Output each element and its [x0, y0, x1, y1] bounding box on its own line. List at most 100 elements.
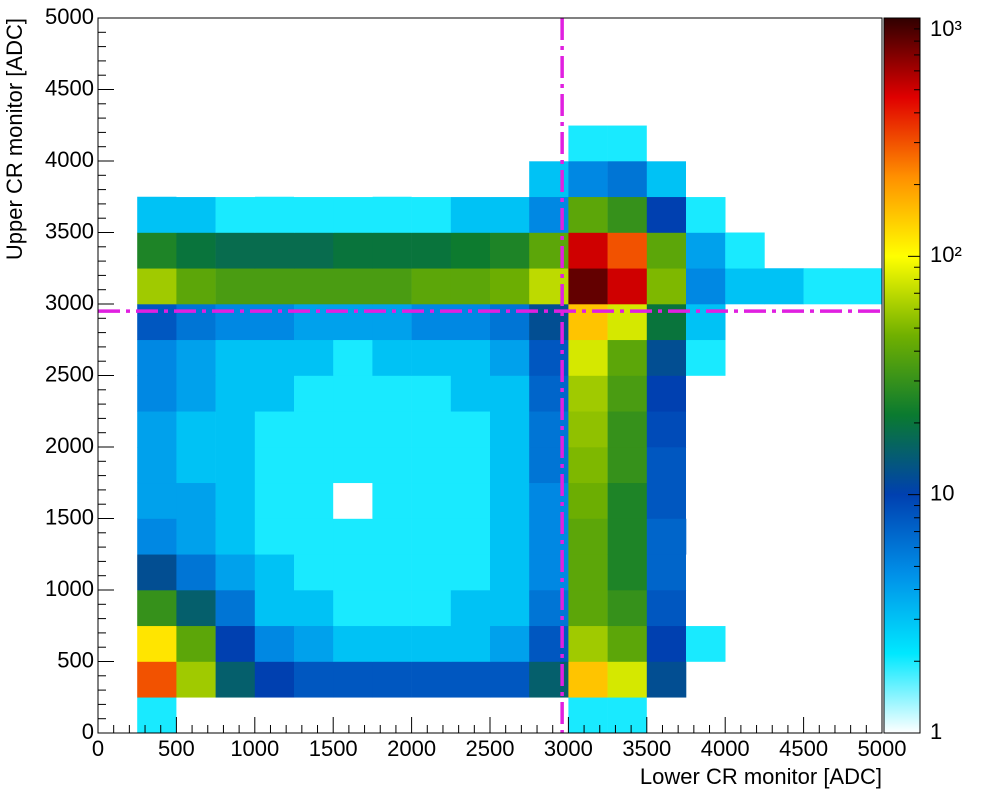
heatmap-cell	[294, 339, 334, 376]
heatmap-cell	[490, 697, 530, 734]
heatmap-cell	[137, 447, 177, 484]
heatmap-cell	[294, 196, 334, 233]
heatmap-cell	[215, 554, 256, 591]
heatmap-cell	[607, 125, 648, 162]
y-tick-label: 3000	[45, 290, 94, 315]
heatmap-cell	[294, 268, 334, 305]
heatmap-cell	[411, 661, 452, 698]
color-bar	[883, 17, 921, 734]
heatmap-cell	[372, 590, 412, 627]
heatmap-cell	[333, 447, 373, 484]
heatmap-cell	[450, 411, 491, 448]
heatmap-cell	[686, 232, 726, 269]
heatmap-cell	[254, 554, 295, 591]
heatmap-cell	[254, 268, 295, 305]
heatmap-cell	[490, 232, 530, 269]
x-tick-label: 4000	[701, 736, 750, 761]
y-tick-label: 4000	[45, 147, 94, 172]
heatmap-cell	[294, 161, 334, 198]
heatmap-cell	[254, 625, 295, 662]
heatmap-cell	[450, 268, 491, 305]
heatmap-cell	[176, 697, 216, 734]
heatmap-cell	[372, 625, 412, 662]
heatmap-cell	[333, 268, 373, 305]
heatmap-cell	[607, 697, 648, 734]
heatmap-cell	[411, 554, 452, 591]
heatmap-cell	[411, 590, 452, 627]
heatmap-cell	[215, 268, 256, 305]
heatmap-cell	[137, 661, 177, 698]
heatmap-cell	[686, 161, 726, 198]
heatmap-cell	[725, 232, 765, 269]
heatmap-cell	[176, 482, 216, 519]
heatmap-cell	[333, 697, 373, 734]
heatmap-cell	[803, 268, 844, 305]
heatmap-cell	[294, 482, 334, 519]
heatmap-cell	[607, 196, 648, 233]
y-tick-label: 5000	[45, 4, 94, 29]
heatmap-cell	[646, 268, 687, 305]
heatmap-cell	[568, 590, 608, 627]
heatmap-cell	[646, 232, 687, 269]
heatmap-cell	[607, 554, 648, 591]
heatmap-cell	[215, 625, 256, 662]
x-tick-label: 4500	[779, 736, 828, 761]
y-tick-label: 1000	[45, 576, 94, 601]
heatmap-cell	[686, 590, 726, 627]
x-tick-label: 1500	[309, 736, 358, 761]
heatmap-cell	[686, 447, 726, 484]
heatmap-cell	[686, 482, 726, 519]
heatmap-cell	[607, 18, 648, 55]
heatmap-cell	[372, 518, 412, 555]
heatmap-cell	[568, 554, 608, 591]
heatmap-cell	[646, 161, 687, 198]
heatmap-cell	[215, 339, 256, 376]
heatmap-cell	[607, 590, 648, 627]
heatmap-cell	[568, 268, 608, 305]
heatmap-cell	[137, 518, 177, 555]
heatmap-cell	[646, 590, 687, 627]
heatmap-cell	[686, 411, 726, 448]
heatmap-cell	[333, 411, 373, 448]
heatmap-cell	[646, 196, 687, 233]
heatmap-cell	[568, 518, 608, 555]
y-axis-title: Upper CR monitor [ADC]	[2, 18, 27, 260]
heatmap-cell	[686, 196, 726, 233]
heatmap-cell	[568, 196, 608, 233]
heatmap-cell	[607, 375, 648, 412]
heatmap-cell	[176, 554, 216, 591]
heatmap-cell	[137, 232, 177, 269]
heatmap-cell	[294, 232, 334, 269]
heatmap-cell	[607, 232, 648, 269]
heatmap-cell	[450, 697, 491, 734]
heatmap-cell	[333, 375, 373, 412]
heatmap-cell	[490, 268, 530, 305]
heatmap-cell	[333, 232, 373, 269]
heatmap-cell	[372, 447, 412, 484]
heatmap-cell	[646, 339, 687, 376]
heatmap-cell	[372, 554, 412, 591]
heatmap-cell	[333, 518, 373, 555]
heatmap-cell	[215, 161, 256, 198]
heatmap-cell	[450, 518, 491, 555]
x-tick-label: 2500	[466, 736, 515, 761]
heatmap-cell	[568, 339, 608, 376]
heatmap-cell	[607, 53, 648, 90]
heatmap-cell	[294, 518, 334, 555]
heatmap-cell	[411, 482, 452, 519]
heatmap-cell	[568, 89, 608, 126]
heatmap-cell	[294, 447, 334, 484]
heatmap-cell	[254, 590, 295, 627]
heatmap-cell	[176, 625, 216, 662]
heatmap-cell	[176, 447, 216, 484]
heatmap-cell	[215, 697, 256, 734]
heatmap-cell	[686, 375, 726, 412]
heatmap-cell	[333, 661, 373, 698]
heatmap-cell	[372, 375, 412, 412]
heatmap-cell	[607, 268, 648, 305]
heatmap-cell	[254, 697, 295, 734]
heatmap-cell	[490, 196, 530, 233]
heatmap-cell	[607, 518, 648, 555]
heatmap-cell	[411, 268, 452, 305]
